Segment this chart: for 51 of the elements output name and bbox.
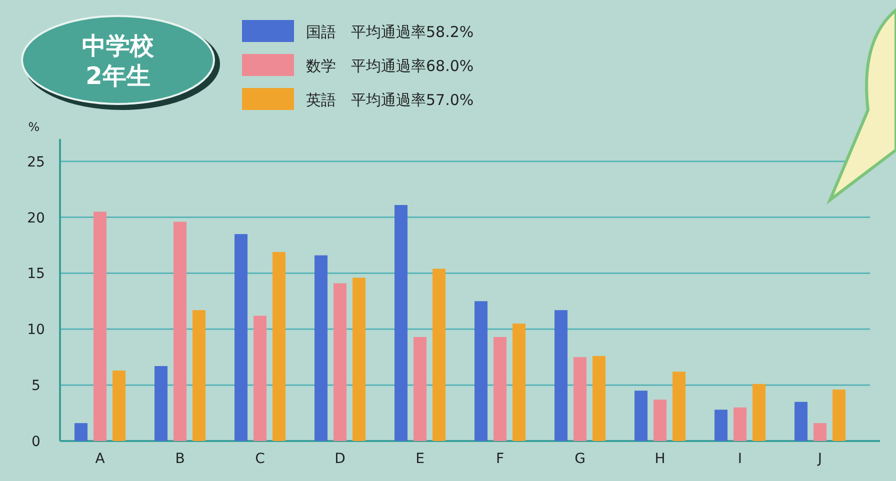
bar: [234, 234, 248, 441]
bar: [734, 407, 746, 441]
bar: [752, 384, 766, 441]
bar: [494, 336, 506, 441]
y-axis-title: %: [28, 120, 40, 134]
bar: [592, 356, 606, 441]
bar: [192, 310, 206, 441]
bar: [634, 390, 648, 441]
bar: [74, 423, 88, 441]
bar: [272, 252, 286, 441]
bar: [314, 255, 328, 441]
bar: [554, 310, 568, 441]
y-tick-label: 5: [32, 378, 40, 394]
bar: [714, 410, 728, 441]
bar: [414, 336, 426, 441]
x-tick-label: G: [574, 451, 586, 467]
x-tick-label: E: [416, 451, 424, 467]
bar: [512, 324, 526, 441]
legend-label: 数学 平均通過率68.0%: [306, 57, 474, 75]
y-tick-label: 25: [27, 154, 45, 170]
x-tick-label: F: [496, 451, 504, 467]
bar: [254, 316, 266, 441]
bar: [832, 390, 846, 441]
bar: [174, 222, 186, 441]
bar: [814, 423, 826, 441]
y-tick-label: 20: [27, 210, 45, 226]
y-tick-label: 15: [27, 266, 45, 282]
bar: [432, 268, 446, 441]
x-tick-label: C: [255, 451, 266, 467]
legend-label: 英語 平均通過率57.0%: [306, 91, 474, 109]
x-tick-label: I: [738, 451, 742, 467]
bar: [394, 204, 408, 441]
bar: [794, 402, 808, 441]
bar: [474, 301, 488, 441]
bar: [574, 357, 586, 441]
bar: [112, 370, 126, 441]
x-tick-label: J: [816, 451, 822, 467]
x-tick-label: A: [95, 451, 106, 467]
legend-label: 国語 平均通過率58.2%: [306, 23, 474, 41]
bar: [334, 283, 346, 441]
bar: [154, 366, 168, 441]
bar: [352, 278, 366, 441]
x-tick-label: B: [175, 451, 185, 467]
x-tick-label: H: [654, 451, 666, 467]
y-tick-label: 0: [32, 434, 40, 450]
chart-title: 中学校 2年生: [82, 32, 155, 90]
bar: [94, 212, 106, 441]
x-tick-label: D: [334, 451, 346, 467]
bar: [672, 372, 686, 441]
bar: [654, 400, 666, 441]
y-tick-label: 10: [27, 322, 45, 338]
